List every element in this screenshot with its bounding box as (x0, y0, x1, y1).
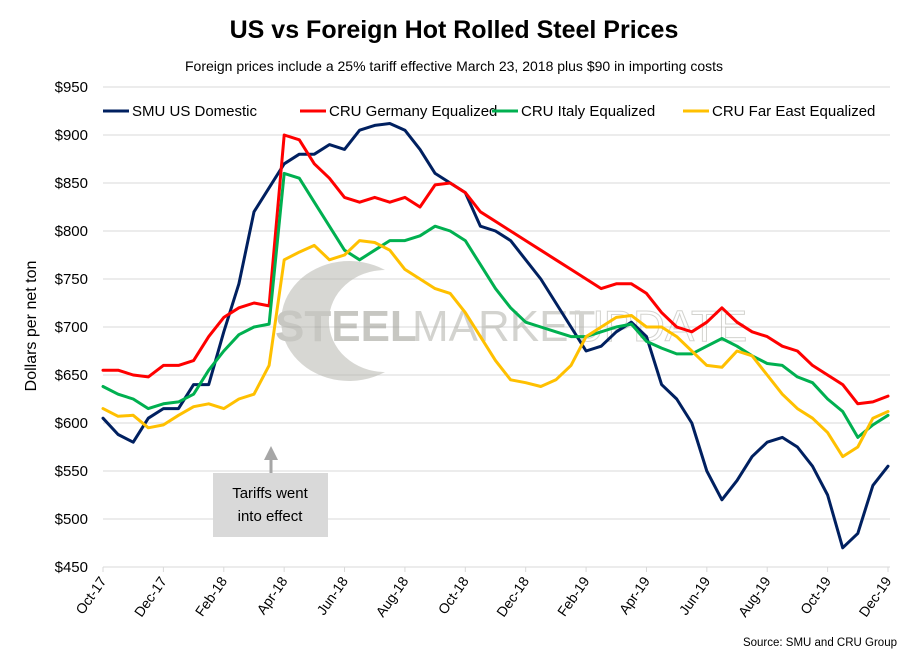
y-tick-label: $600 (55, 415, 88, 432)
annotation-line-1: Tariffs went (232, 485, 308, 502)
chart-title: US vs Foreign Hot Rolled Steel Prices (230, 16, 679, 44)
annotation-line-2: into effect (238, 508, 304, 525)
y-axis-label: Dollars per net ton (23, 261, 40, 392)
x-tick-label: Jun-19 (676, 573, 714, 617)
x-axis-ticks: Oct-17 Dec-17 Feb-18 Apr-18 Jun-18 Aug-18 Oct-… (72, 567, 895, 620)
x-tick-label: Aug-19 (735, 573, 774, 619)
legend: SMU US Domestic CRU Germany Equalized CRU … (103, 103, 875, 120)
legend-label: SMU US Domestic (132, 103, 258, 120)
y-tick-label: $750 (55, 271, 88, 288)
y-tick-label: $800 (55, 223, 88, 240)
watermark-market: MARKET (412, 302, 595, 351)
x-tick-label: Dec-19 (855, 573, 894, 619)
x-tick-label: Oct-17 (72, 573, 109, 617)
x-tick-label: Dec-17 (131, 573, 170, 619)
x-tick-label: Dec-18 (493, 573, 532, 619)
source-note: Source: SMU and CRU Group (743, 637, 897, 649)
series-line-smu-us-domestic (101, 122, 890, 550)
y-tick-label: $550 (55, 463, 88, 480)
chart-subtitle: Foreign prices include a 25% tariff effe… (185, 58, 723, 74)
annotation-arrow-up-icon (264, 446, 278, 460)
legend-label: CRU Germany Equalized (329, 103, 497, 120)
series-lines (101, 122, 890, 550)
watermark-steel: STEEL (275, 302, 417, 351)
annotation-box (213, 473, 328, 537)
x-tick-label: Feb-18 (192, 573, 231, 619)
y-tick-label: $850 (55, 175, 88, 192)
legend-label: CRU Italy Equalized (521, 103, 655, 120)
tariff-annotation: Tariffs went into effect (213, 446, 328, 537)
x-tick-label: Aug-18 (372, 573, 411, 619)
series-line-cru-far-east-equalized (101, 239, 890, 459)
x-tick-label: Oct-18 (435, 573, 472, 617)
y-tick-label: $650 (55, 367, 88, 384)
y-tick-label: $950 (55, 79, 88, 96)
y-tick-label: $900 (55, 127, 88, 144)
steel-market-update-watermark: STEEL MARKET UPDATE (275, 261, 748, 381)
x-tick-label: Apr-18 (253, 573, 290, 617)
x-tick-label: Apr-19 (616, 573, 653, 617)
y-tick-label: $450 (55, 559, 88, 576)
x-tick-label: Jun-18 (313, 573, 351, 617)
series-line-cru-germany-equalized (101, 133, 890, 406)
x-tick-label: Oct-19 (797, 573, 834, 617)
y-axis-ticks: $450 $500 $550 $600 $650 $700 $750 $800 $850 $900… (55, 79, 88, 576)
series-line-cru-italy-equalized (101, 171, 890, 439)
legend-label: CRU Far East Equalized (712, 103, 875, 120)
y-tick-label: $500 (55, 511, 88, 528)
watermark-crescent-icon (281, 261, 385, 381)
y-tick-label: $700 (55, 319, 88, 336)
x-tick-label: Feb-19 (554, 573, 593, 619)
